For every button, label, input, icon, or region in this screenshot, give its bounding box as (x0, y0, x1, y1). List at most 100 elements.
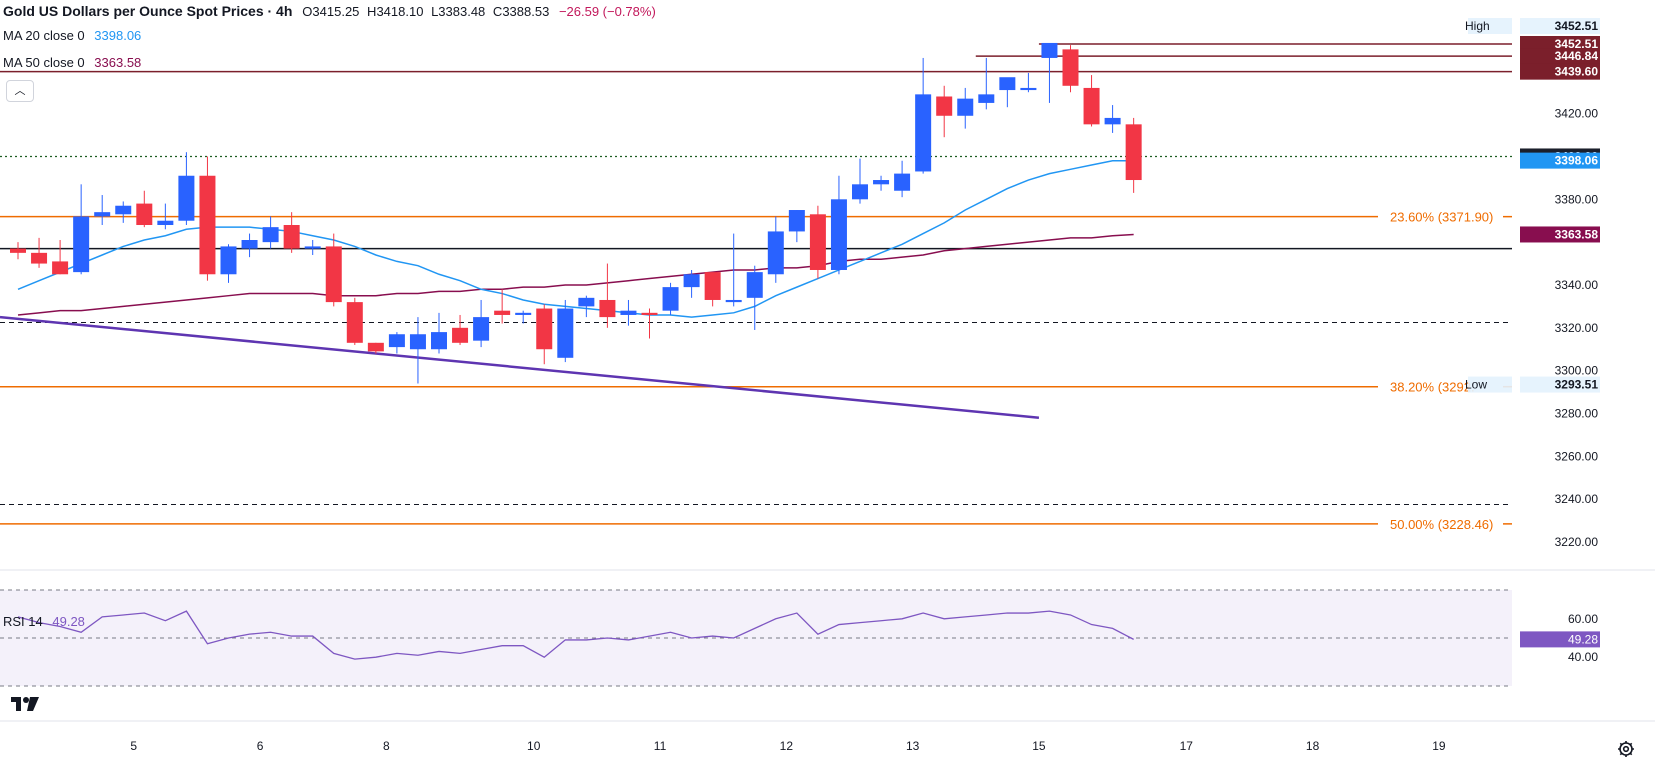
candle (873, 175, 890, 191)
price-tick-label: 3220.00 (1555, 535, 1599, 549)
candle-body (73, 216, 90, 273)
candle-body (494, 310, 511, 315)
candle (346, 297, 363, 345)
candle (1125, 117, 1142, 193)
price-label-bg (1520, 226, 1600, 243)
x-tick-label: 12 (780, 739, 794, 753)
candle (641, 308, 658, 339)
chevron-up-icon: ︿ (14, 85, 26, 97)
price-tick-label: 3260.00 (1555, 449, 1599, 463)
candle (10, 242, 26, 260)
chart-header: Gold US Dollars per Ounce Spot Prices · … (3, 3, 668, 19)
price-tick-label: 3340.00 (1555, 278, 1599, 292)
high-value: 3418.10 (376, 4, 424, 19)
candle (241, 233, 258, 258)
candle (936, 85, 953, 138)
candle-body (136, 203, 153, 226)
candle-body (346, 302, 363, 343)
candle (304, 240, 321, 255)
change-value: −26.59 (−0.78%) (558, 4, 656, 19)
candle-body (957, 98, 974, 116)
candle-body (367, 342, 384, 352)
candle (367, 342, 384, 354)
candle (999, 77, 1016, 108)
candle (262, 216, 279, 249)
candle (557, 299, 574, 363)
tradingview-logo-icon[interactable] (10, 692, 42, 716)
close-value: 3388.53 (502, 4, 550, 19)
fib-level-label: 38.20% (3292. (1390, 380, 1475, 395)
candle-body (1020, 87, 1037, 91)
candle (978, 57, 995, 110)
candle (830, 175, 847, 275)
ma20-value: 3398.06 (94, 28, 142, 43)
price-tag-bg (1468, 18, 1512, 34)
candle (725, 233, 742, 307)
candle-body (515, 312, 532, 315)
candle (1020, 72, 1037, 93)
candle (1062, 45, 1079, 93)
ma50-label: MA 50 close 0 (3, 55, 85, 70)
rsi-legend[interactable]: RSI 14 49.28 (3, 614, 91, 629)
price-tag-bg (1468, 376, 1512, 393)
candle-body (241, 240, 258, 249)
candle (73, 184, 90, 275)
candle-body (1041, 42, 1058, 58)
candle (115, 201, 132, 223)
candle (409, 317, 426, 384)
candle-body (662, 287, 679, 311)
x-tick-label: 6 (257, 739, 264, 753)
candle-body (578, 297, 595, 307)
price-label-bg (1520, 36, 1600, 52)
candle-body (409, 334, 426, 350)
candle (431, 312, 447, 354)
collapse-legend-button[interactable]: ︿ (6, 80, 34, 102)
candle-body (325, 246, 342, 303)
candle (852, 158, 868, 204)
candle (283, 212, 300, 253)
candle-body (746, 272, 763, 298)
candle-body (1062, 49, 1079, 86)
x-tick-label: 18 (1306, 739, 1320, 753)
rsi-tick-label: 60.00 (1568, 612, 1598, 626)
candle-body (10, 248, 26, 253)
price-tag: High (1465, 19, 1490, 33)
price-label-bg (1520, 48, 1600, 65)
candle (620, 299, 637, 326)
rsi-line (17, 610, 1134, 660)
price-tick-label: 3420.00 (1555, 107, 1599, 121)
candle-body (388, 334, 405, 348)
candle (178, 152, 195, 226)
ma20-legend[interactable]: MA 20 close 0 3398.06 (3, 28, 147, 43)
open-value: 3415.25 (312, 4, 360, 19)
candle-body (31, 252, 48, 264)
candle-body (725, 299, 742, 303)
rsi-value: 49.28 (52, 614, 85, 629)
x-tick-label: 13 (906, 739, 920, 753)
candle (915, 57, 932, 174)
price-tick-label: 3240.00 (1555, 492, 1599, 506)
candle-body (936, 96, 953, 116)
candle (894, 160, 911, 198)
ma20-label: MA 20 close 0 (3, 28, 85, 43)
price-tag: Low (1465, 378, 1487, 392)
ohlc-readout: O3415.25 H3418.10 L3383.48 C3388.53 −26.… (302, 4, 656, 19)
x-tick-label: 19 (1432, 739, 1446, 753)
candle (1041, 42, 1058, 103)
candle-body (978, 94, 995, 103)
price-label: 3363.58 (1555, 227, 1599, 241)
candle-body (1083, 87, 1100, 125)
candle (220, 244, 237, 283)
trendline (0, 315, 1040, 420)
price-label-bg (1520, 18, 1600, 34)
rsi-band (0, 590, 1512, 686)
candle (31, 237, 48, 268)
candle-body (1125, 124, 1142, 181)
candle-body (157, 220, 174, 226)
gear-icon[interactable] (1617, 740, 1635, 758)
fib-level-label: 23.60% (3371.90) (1390, 210, 1493, 225)
price-label: 3293.51 (1555, 378, 1599, 392)
ma50-legend[interactable]: MA 50 close 0 3363.58 (3, 55, 147, 70)
candle (578, 295, 595, 318)
